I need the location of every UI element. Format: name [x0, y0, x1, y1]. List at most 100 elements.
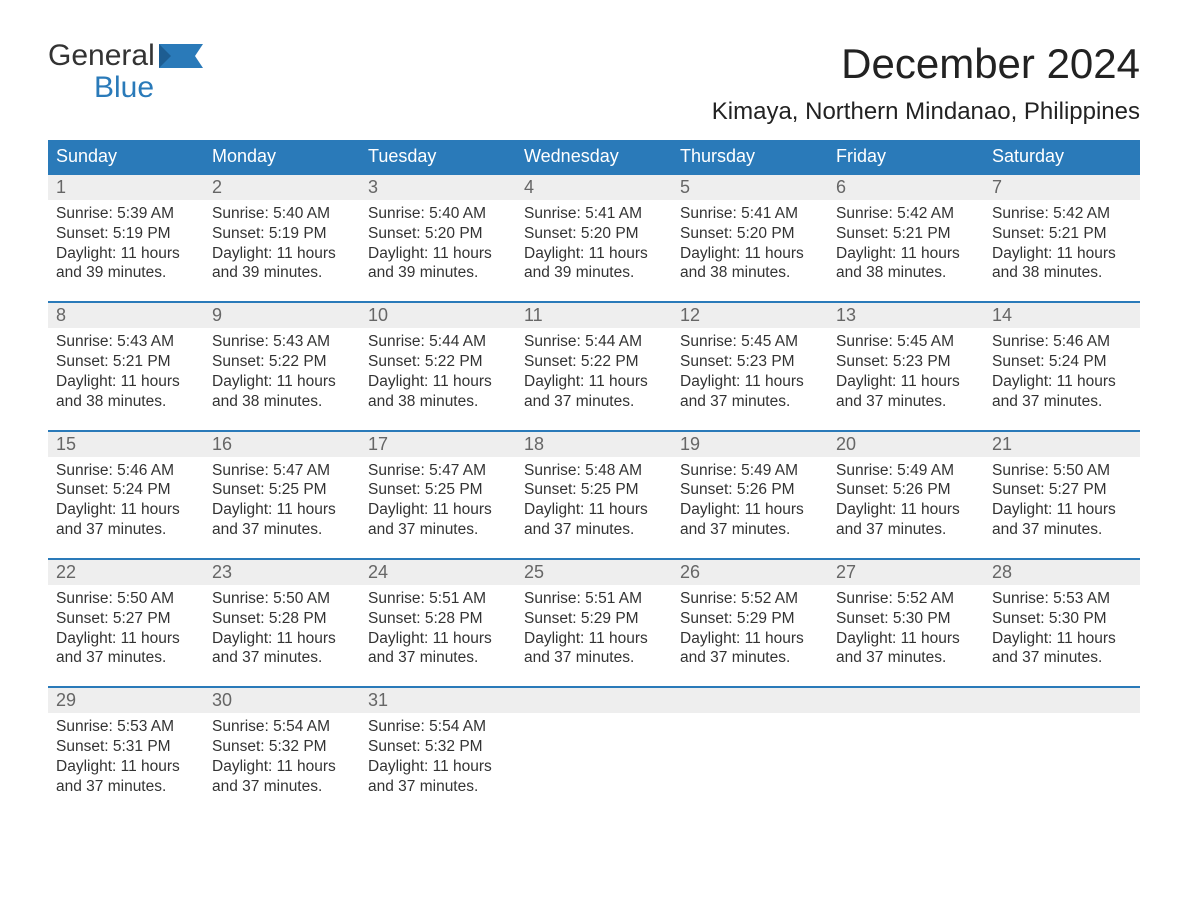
sunset-text: Sunset: 5:22 PM	[368, 352, 510, 372]
day-cell: 12Sunrise: 5:45 AMSunset: 5:23 PMDayligh…	[672, 303, 828, 417]
day-body: Sunrise: 5:51 AMSunset: 5:28 PMDaylight:…	[360, 585, 516, 674]
sunset-text: Sunset: 5:28 PM	[368, 609, 510, 629]
day-body: Sunrise: 5:47 AMSunset: 5:25 PMDaylight:…	[204, 457, 360, 546]
daylight-line2: and 39 minutes.	[212, 263, 354, 283]
day-number: 26	[672, 560, 828, 585]
sunset-text: Sunset: 5:29 PM	[680, 609, 822, 629]
daylight-line2: and 39 minutes.	[56, 263, 198, 283]
dow-header: Thursday	[672, 140, 828, 173]
daylight-line1: Daylight: 11 hours	[680, 500, 822, 520]
daylight-line1: Daylight: 11 hours	[680, 244, 822, 264]
sunset-text: Sunset: 5:22 PM	[212, 352, 354, 372]
day-cell: 20Sunrise: 5:49 AMSunset: 5:26 PMDayligh…	[828, 432, 984, 546]
week-row: 8Sunrise: 5:43 AMSunset: 5:21 PMDaylight…	[48, 301, 1140, 417]
daylight-line2: and 37 minutes.	[56, 520, 198, 540]
day-number: 10	[360, 303, 516, 328]
sunrise-text: Sunrise: 5:45 AM	[680, 332, 822, 352]
day-body: Sunrise: 5:45 AMSunset: 5:23 PMDaylight:…	[672, 328, 828, 417]
daylight-line1: Daylight: 11 hours	[368, 757, 510, 777]
title-block: December 2024 Kimaya, Northern Mindanao,…	[712, 40, 1140, 126]
sunset-text: Sunset: 5:22 PM	[524, 352, 666, 372]
dow-header-row: SundayMondayTuesdayWednesdayThursdayFrid…	[48, 140, 1140, 173]
day-number: 31	[360, 688, 516, 713]
day-cell	[984, 688, 1140, 802]
sunset-text: Sunset: 5:26 PM	[680, 480, 822, 500]
day-number: 1	[48, 175, 204, 200]
daylight-line1: Daylight: 11 hours	[212, 500, 354, 520]
daylight-line2: and 37 minutes.	[368, 648, 510, 668]
day-cell: 2Sunrise: 5:40 AMSunset: 5:19 PMDaylight…	[204, 175, 360, 289]
sunset-text: Sunset: 5:27 PM	[992, 480, 1134, 500]
daylight-line2: and 37 minutes.	[992, 520, 1134, 540]
day-cell	[828, 688, 984, 802]
day-number: 9	[204, 303, 360, 328]
day-number: 14	[984, 303, 1140, 328]
sunset-text: Sunset: 5:25 PM	[212, 480, 354, 500]
dow-header: Wednesday	[516, 140, 672, 173]
daylight-line2: and 37 minutes.	[212, 777, 354, 797]
daylight-line1: Daylight: 11 hours	[992, 629, 1134, 649]
daylight-line1: Daylight: 11 hours	[992, 244, 1134, 264]
sunset-text: Sunset: 5:30 PM	[992, 609, 1134, 629]
day-body: Sunrise: 5:41 AMSunset: 5:20 PMDaylight:…	[516, 200, 672, 289]
day-number: 24	[360, 560, 516, 585]
daylight-line1: Daylight: 11 hours	[836, 500, 978, 520]
sunset-text: Sunset: 5:32 PM	[368, 737, 510, 757]
day-number: 29	[48, 688, 204, 713]
day-body: Sunrise: 5:44 AMSunset: 5:22 PMDaylight:…	[516, 328, 672, 417]
daylight-line2: and 37 minutes.	[524, 520, 666, 540]
sunset-text: Sunset: 5:24 PM	[992, 352, 1134, 372]
sunrise-text: Sunrise: 5:47 AM	[212, 461, 354, 481]
day-body: Sunrise: 5:46 AMSunset: 5:24 PMDaylight:…	[984, 328, 1140, 417]
day-body: Sunrise: 5:52 AMSunset: 5:30 PMDaylight:…	[828, 585, 984, 674]
day-number: 22	[48, 560, 204, 585]
day-number: 23	[204, 560, 360, 585]
day-number: 5	[672, 175, 828, 200]
day-body: Sunrise: 5:53 AMSunset: 5:31 PMDaylight:…	[48, 713, 204, 802]
daylight-line2: and 37 minutes.	[212, 520, 354, 540]
day-body: Sunrise: 5:50 AMSunset: 5:27 PMDaylight:…	[48, 585, 204, 674]
day-body: Sunrise: 5:50 AMSunset: 5:28 PMDaylight:…	[204, 585, 360, 674]
daylight-line1: Daylight: 11 hours	[368, 372, 510, 392]
brand-logo: General Blue	[48, 40, 203, 103]
flag-icon	[159, 44, 203, 68]
sunrise-text: Sunrise: 5:48 AM	[524, 461, 666, 481]
daylight-line1: Daylight: 11 hours	[56, 372, 198, 392]
day-body: Sunrise: 5:54 AMSunset: 5:32 PMDaylight:…	[360, 713, 516, 802]
day-body: Sunrise: 5:54 AMSunset: 5:32 PMDaylight:…	[204, 713, 360, 802]
daylight-line1: Daylight: 11 hours	[368, 500, 510, 520]
sunset-text: Sunset: 5:21 PM	[56, 352, 198, 372]
day-body: Sunrise: 5:49 AMSunset: 5:26 PMDaylight:…	[828, 457, 984, 546]
day-number: 4	[516, 175, 672, 200]
daylight-line1: Daylight: 11 hours	[992, 372, 1134, 392]
day-body: Sunrise: 5:48 AMSunset: 5:25 PMDaylight:…	[516, 457, 672, 546]
sunrise-text: Sunrise: 5:49 AM	[680, 461, 822, 481]
day-cell: 15Sunrise: 5:46 AMSunset: 5:24 PMDayligh…	[48, 432, 204, 546]
day-body: Sunrise: 5:41 AMSunset: 5:20 PMDaylight:…	[672, 200, 828, 289]
sunset-text: Sunset: 5:29 PM	[524, 609, 666, 629]
daylight-line1: Daylight: 11 hours	[680, 372, 822, 392]
empty-day-band	[828, 688, 984, 713]
day-cell: 26Sunrise: 5:52 AMSunset: 5:29 PMDayligh…	[672, 560, 828, 674]
day-cell	[516, 688, 672, 802]
day-number: 30	[204, 688, 360, 713]
empty-day-band	[516, 688, 672, 713]
daylight-line1: Daylight: 11 hours	[524, 244, 666, 264]
day-number: 7	[984, 175, 1140, 200]
day-body: Sunrise: 5:43 AMSunset: 5:22 PMDaylight:…	[204, 328, 360, 417]
sunrise-text: Sunrise: 5:53 AM	[992, 589, 1134, 609]
sunrise-text: Sunrise: 5:54 AM	[368, 717, 510, 737]
header: General Blue December 2024 Kimaya, North…	[48, 40, 1140, 126]
sunset-text: Sunset: 5:26 PM	[836, 480, 978, 500]
calendar: SundayMondayTuesdayWednesdayThursdayFrid…	[48, 140, 1140, 803]
sunset-text: Sunset: 5:25 PM	[524, 480, 666, 500]
sunrise-text: Sunrise: 5:53 AM	[56, 717, 198, 737]
day-cell: 3Sunrise: 5:40 AMSunset: 5:20 PMDaylight…	[360, 175, 516, 289]
day-body: Sunrise: 5:46 AMSunset: 5:24 PMDaylight:…	[48, 457, 204, 546]
daylight-line2: and 37 minutes.	[992, 648, 1134, 668]
daylight-line2: and 37 minutes.	[56, 648, 198, 668]
day-number: 27	[828, 560, 984, 585]
sunrise-text: Sunrise: 5:49 AM	[836, 461, 978, 481]
sunrise-text: Sunrise: 5:41 AM	[680, 204, 822, 224]
day-cell: 5Sunrise: 5:41 AMSunset: 5:20 PMDaylight…	[672, 175, 828, 289]
